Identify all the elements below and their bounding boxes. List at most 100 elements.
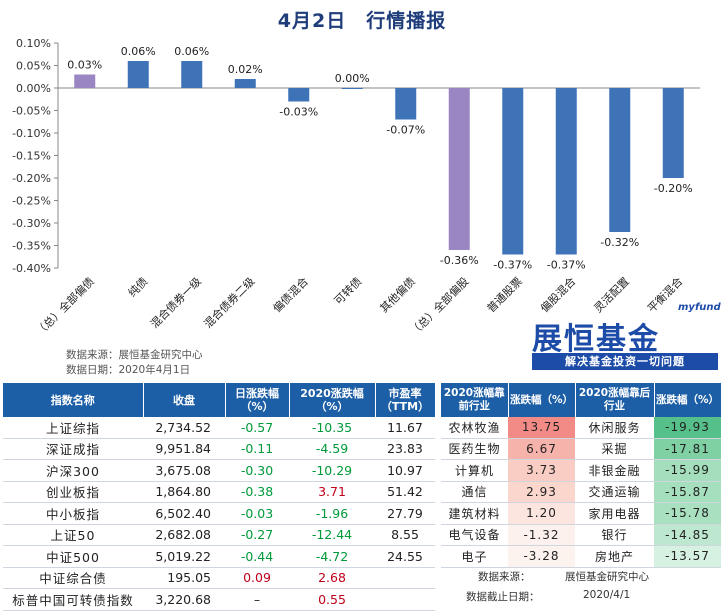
header-bottom-change: 涨跌幅（%） [654, 383, 722, 417]
bottom-industry-name: 采掘 [575, 438, 654, 460]
bar [448, 88, 470, 250]
top-industry-name: 农林牧渔 [441, 417, 508, 439]
index-day-change: -0.11 [225, 438, 289, 460]
y-tick-label: -0.05% [12, 105, 51, 118]
category-label: 混合债券一级 [147, 274, 204, 331]
industry-table: 2020涨幅靠前行业 涨跌幅（%） 2020涨幅靠后行业 涨跌幅（%） 农林牧渔… [441, 383, 722, 568]
header-bottom-industry: 2020涨幅靠后行业 [575, 383, 655, 417]
data-label: 0.03% [67, 59, 102, 72]
index-pe [375, 588, 435, 611]
data-label: -0.37% [493, 259, 532, 272]
y-tick-label: -0.30% [12, 217, 51, 230]
data-label: 0.06% [121, 45, 156, 58]
index-name: 标普中国可转债指数 [3, 588, 143, 611]
bar [341, 88, 363, 89]
index-close: 2,682.08 [143, 524, 225, 546]
top-industry-name: 电子 [441, 545, 508, 568]
index-pe: 23.83 [375, 438, 435, 460]
index-close: 5,019.22 [143, 545, 225, 568]
index-name: 中证500 [3, 545, 143, 568]
top-industry-change: -1.32 [508, 524, 575, 546]
header-top-change: 涨跌幅（%） [508, 383, 576, 417]
category-label: 普通股票 [484, 274, 525, 315]
category-label: 混合债券二级 [201, 274, 258, 331]
top-industry-name: 建筑材料 [441, 502, 508, 525]
index-ytd-change: 2.68 [289, 567, 375, 589]
index-table: 指数名称 收盘 日涨跌幅（%） 2020涨跌幅（%） 市盈率（TTM） 上证综指… [3, 383, 436, 611]
top-industry-name: 计算机 [441, 459, 508, 482]
table-row: 电子 -3.28 房地产 -13.57 [441, 545, 721, 568]
y-tick-label: 0.00% [16, 82, 51, 95]
chart-date: 数据日期：2020年4月1日 [66, 364, 191, 376]
index-close: 9,951.84 [143, 438, 225, 460]
category-label: 可转债 [331, 274, 364, 307]
logo-brand: 展恒基金 [532, 322, 660, 357]
top-industry-change: -3.28 [508, 545, 575, 568]
index-day-change: -0.27 [225, 524, 289, 546]
bottom-industry-name: 家用电器 [575, 502, 654, 525]
header-close: 收盘 [143, 383, 226, 417]
header-day-change: 日涨跌幅（%） [225, 383, 290, 417]
table-row: 计算机 3.73 非银金融 -15.99 [441, 459, 721, 482]
top-industry-name: 通信 [441, 481, 508, 503]
table-row: 上证综指 2,734.52 -0.57 -10.35 11.67 [3, 417, 435, 439]
index-close: 3,675.08 [143, 459, 225, 482]
index-pe [375, 567, 435, 589]
index-pe: 24.55 [375, 545, 435, 568]
index-ytd-change: -4.59 [289, 438, 375, 460]
index-pe: 27.79 [375, 502, 435, 525]
top-industry-change: 3.73 [508, 459, 575, 482]
y-tick-label: 0.05% [16, 60, 51, 73]
y-tick-label: -0.25% [12, 195, 51, 208]
header-top-industry: 2020涨幅靠前行业 [441, 383, 509, 417]
index-day-change: -0.03 [225, 502, 289, 525]
index-name: 中证综合债 [3, 567, 143, 589]
industry-source-label: 数据来源： [478, 571, 531, 583]
bar [395, 88, 417, 120]
index-day-change: -0.30 [225, 459, 289, 482]
index-close: 3,220.68 [143, 588, 225, 611]
table-row: 深证成指 9,951.84 -0.11 -4.59 23.83 [3, 438, 435, 460]
table-row: 中小板指 6,502.40 -0.03 -1.96 27.79 [3, 502, 435, 525]
bar [502, 88, 524, 255]
y-tick-label: -0.15% [12, 150, 51, 163]
index-pe: 11.67 [375, 417, 435, 439]
bottom-industry-name: 非银金融 [575, 459, 654, 482]
index-ytd-change: 0.55 [289, 588, 375, 611]
industry-date-label: 数据截止日期： [466, 591, 540, 603]
index-ytd-change: -1.96 [289, 502, 375, 525]
table-row: 中证综合债 195.05 0.09 2.68 [3, 567, 435, 589]
table-row: 上证50 2,682.08 -0.27 -12.44 8.55 [3, 524, 435, 546]
bar [662, 88, 684, 178]
y-tick-label: -0.35% [12, 240, 51, 253]
category-label: 其他偏债 [377, 274, 418, 315]
page-title: 4月2日 行情播报 [277, 10, 447, 32]
top-industry-name: 医药生物 [441, 438, 508, 460]
index-ytd-change: 3.71 [289, 481, 375, 503]
index-day-change: -0.38 [225, 481, 289, 503]
header-index-name: 指数名称 [3, 383, 144, 417]
bar [181, 61, 203, 88]
industry-source-value: 展恒基金研究中心 [565, 571, 649, 583]
index-name: 深证成指 [3, 438, 143, 460]
data-label: -0.03% [279, 106, 318, 119]
top-industry-change: 13.75 [508, 417, 575, 439]
table-row: 电气设备 -1.32 银行 -14.85 [441, 524, 721, 546]
bottom-industry-name: 银行 [575, 524, 654, 546]
index-close: 2,734.52 [143, 417, 225, 439]
table-row: 通信 2.93 交通运输 -15.87 [441, 481, 721, 503]
y-tick-label: -0.10% [12, 127, 51, 140]
data-label: 0.00% [335, 72, 370, 85]
data-label: -0.07% [386, 124, 425, 137]
bar [234, 79, 256, 88]
index-close: 1,864.80 [143, 481, 225, 503]
index-pe: 8.55 [375, 524, 435, 546]
index-ytd-change: -10.29 [289, 459, 375, 482]
top-industry-change: 2.93 [508, 481, 575, 503]
table-row: 创业板指 1,864.80 -0.38 3.71 51.42 [3, 481, 435, 503]
data-label: -0.36% [440, 254, 479, 267]
data-label: 0.02% [228, 63, 263, 76]
index-name: 沪深300 [3, 459, 143, 482]
bar [288, 88, 310, 102]
bar [74, 74, 96, 88]
